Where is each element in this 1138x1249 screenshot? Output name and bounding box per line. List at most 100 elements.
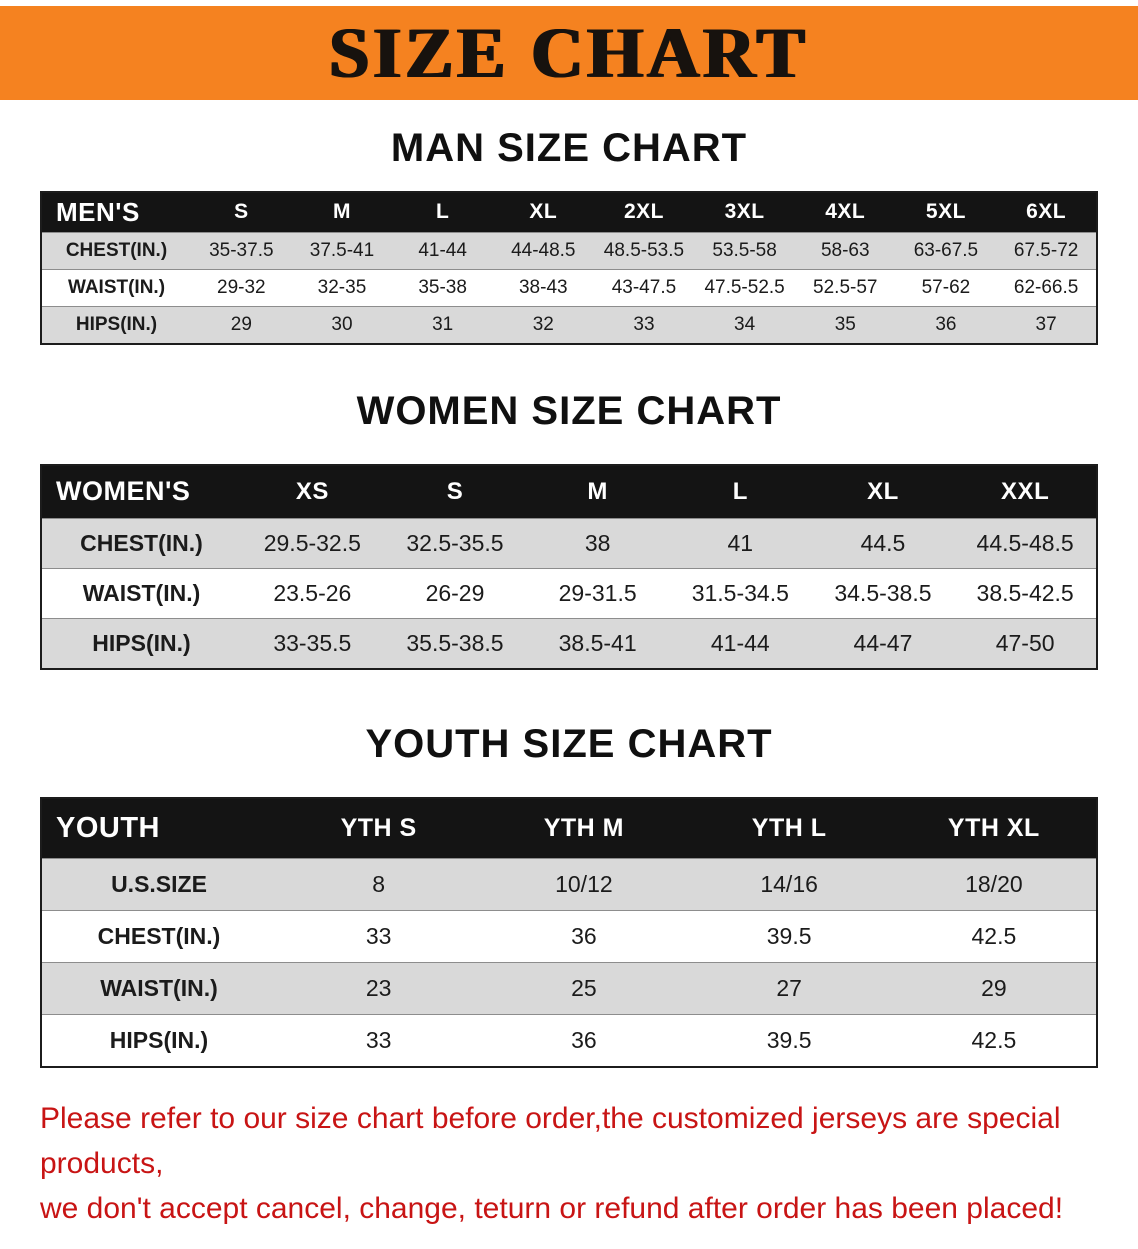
size-value: 44.5-48.5 [954,518,1097,569]
table-row: HIPS(IN.) 33 36 39.5 42.5 [41,1013,1097,1067]
group-label: WOMEN'S [41,464,241,519]
notice-line-1: Please refer to our size chart before or… [40,1101,1061,1180]
size-value: 32.5-35.5 [383,518,527,569]
row-label: HIPS(IN.) [41,305,191,344]
women-size-table: WOMEN'S XS S M L XL XXL CHEST(IN.) 29.5-32.5 32.5… [40,463,1098,670]
size-value: 37 [996,305,1097,344]
header-row: MEN'S S M L XL 2XL 3XL 4XL 5XL 6XL [41,191,1097,232]
size-value: 30 [291,305,393,344]
size-value: 34.5-38.5 [811,568,955,619]
size-column-header: XXL [954,464,1097,519]
size-value: 33 [276,1013,482,1067]
size-value: 23 [276,961,482,1014]
table-row: CHEST(IN.) 35-37.5 37.5-41 41-44 44-48.5 48.5… [41,231,1097,269]
size-value: 44.5 [811,518,955,569]
size-value: 33 [593,305,695,344]
size-column-header: L [392,191,493,232]
size-column-header: M [291,191,393,232]
size-value: 18/20 [891,857,1097,910]
row-label: U.S.SIZE [41,857,276,910]
women-size-table-grid: WOMEN'S XS S M L XL XXL CHEST(IN.) 29.5-32.5 32.5… [40,463,1098,670]
size-column-header: 3XL [694,191,795,232]
size-value: 33 [276,909,482,962]
size-value: 39.5 [686,1013,892,1067]
size-value: 29 [891,961,1097,1014]
row-label: CHEST(IN.) [41,909,276,962]
size-column-header: XL [811,464,955,519]
size-value: 35 [794,305,896,344]
size-value: 47-50 [954,618,1097,669]
table-row: U.S.SIZE 8 10/12 14/16 18/20 [41,857,1097,910]
group-label: MEN'S [41,191,191,232]
size-value: 41-44 [392,231,493,269]
women-chart-heading: WOMEN SIZE CHART [356,388,782,433]
table-row: HIPS(IN.) 33-35.5 35.5-38.5 38.5-41 41-44 44-… [41,618,1097,669]
men-chart-heading: MAN SIZE CHART [390,126,748,170]
size-value: 26-29 [383,568,527,619]
size-chart-banner: SIZE CHART [0,6,1138,100]
size-value: 53.5-58 [694,231,795,269]
group-label: YOUTH [41,797,276,858]
size-column-header: 5XL [895,191,997,232]
table-row: WAIST(IN.) 23 25 27 29 [41,961,1097,1014]
size-value: 38.5-41 [526,618,669,669]
header-row: YOUTH YTH S YTH M YTH L YTH XL [41,797,1097,858]
size-value: 27 [686,961,892,1014]
size-value: 36 [895,305,997,344]
table-row: WAIST(IN.) 29-32 32-35 35-38 38-43 43-47.5 47.… [41,268,1097,306]
size-value: 36 [481,1013,687,1067]
size-column-header: XL [492,191,594,232]
size-value: 25 [481,961,687,1014]
size-value: 48.5-53.5 [593,231,695,269]
size-value: 44-47 [811,618,955,669]
women-size-chart-section: WOMEN SIZE CHART WOMEN'S XS S M L XL XXL CHEST(… [0,388,1138,670]
size-value: 47.5-52.5 [694,268,795,306]
size-value: 44-48.5 [492,231,594,269]
size-value: 62-66.5 [996,268,1097,306]
table-row: WAIST(IN.) 23.5-26 26-29 29-31.5 31.5-34.5 34… [41,568,1097,619]
size-value: 37.5-41 [291,231,393,269]
notice-line-2: we don't accept cancel, change, teturn o… [40,1191,1064,1225]
row-label: CHEST(IN.) [41,518,241,569]
size-value: 43-47.5 [593,268,695,306]
size-value: 14/16 [686,857,892,910]
size-value: 67.5-72 [996,231,1097,269]
size-value: 29-31.5 [526,568,669,619]
size-value: 35-38 [392,268,493,306]
size-value: 23.5-26 [241,568,384,619]
size-value: 31.5-34.5 [668,568,812,619]
youth-size-table-grid: YOUTH YTH S YTH M YTH L YTH XL U.S.SIZE 8 10/12… [40,797,1098,1068]
size-value: 10/12 [481,857,687,910]
row-label: HIPS(IN.) [41,618,241,669]
size-column-header: YTH XL [891,797,1097,858]
size-value: 33-35.5 [241,618,384,669]
size-value: 35-37.5 [191,231,292,269]
size-value: 36 [481,909,687,962]
youth-size-table: YOUTH YTH S YTH M YTH L YTH XL U.S.SIZE 8 10/12… [40,797,1098,1068]
size-value: 29.5-32.5 [241,518,384,569]
size-value: 39.5 [686,909,892,962]
header-row: WOMEN'S XS S M L XL XXL [41,464,1097,519]
size-value: 42.5 [891,909,1097,962]
size-column-header: L [668,464,812,519]
table-row: HIPS(IN.) 29 30 31 32 33 34 35 36 37 [41,305,1097,344]
size-value: 58-63 [794,231,896,269]
order-notice: Please refer to our size chart before or… [40,1096,1098,1231]
size-value: 35.5-38.5 [383,618,527,669]
size-column-header: YTH M [481,797,687,858]
size-column-header: S [191,191,292,232]
size-value: 41 [668,518,812,569]
men-size-table: MEN'S S M L XL 2XL 3XL 4XL 5XL 6XL CHEST(IN.) 35-37… [40,191,1098,345]
youth-chart-heading: YOUTH SIZE CHART [365,722,773,766]
size-column-header: M [526,464,669,519]
row-label: WAIST(IN.) [41,961,276,1014]
size-value: 34 [694,305,795,344]
size-value: 31 [392,305,493,344]
size-value: 52.5-57 [794,268,896,306]
row-label: CHEST(IN.) [41,231,191,269]
size-value: 38.5-42.5 [954,568,1097,619]
youth-size-chart-section: YOUTH SIZE CHART YOUTH YTH S YTH M YTH L YTH… [0,722,1138,1068]
size-value: 32-35 [291,268,393,306]
size-value: 38-43 [492,268,594,306]
